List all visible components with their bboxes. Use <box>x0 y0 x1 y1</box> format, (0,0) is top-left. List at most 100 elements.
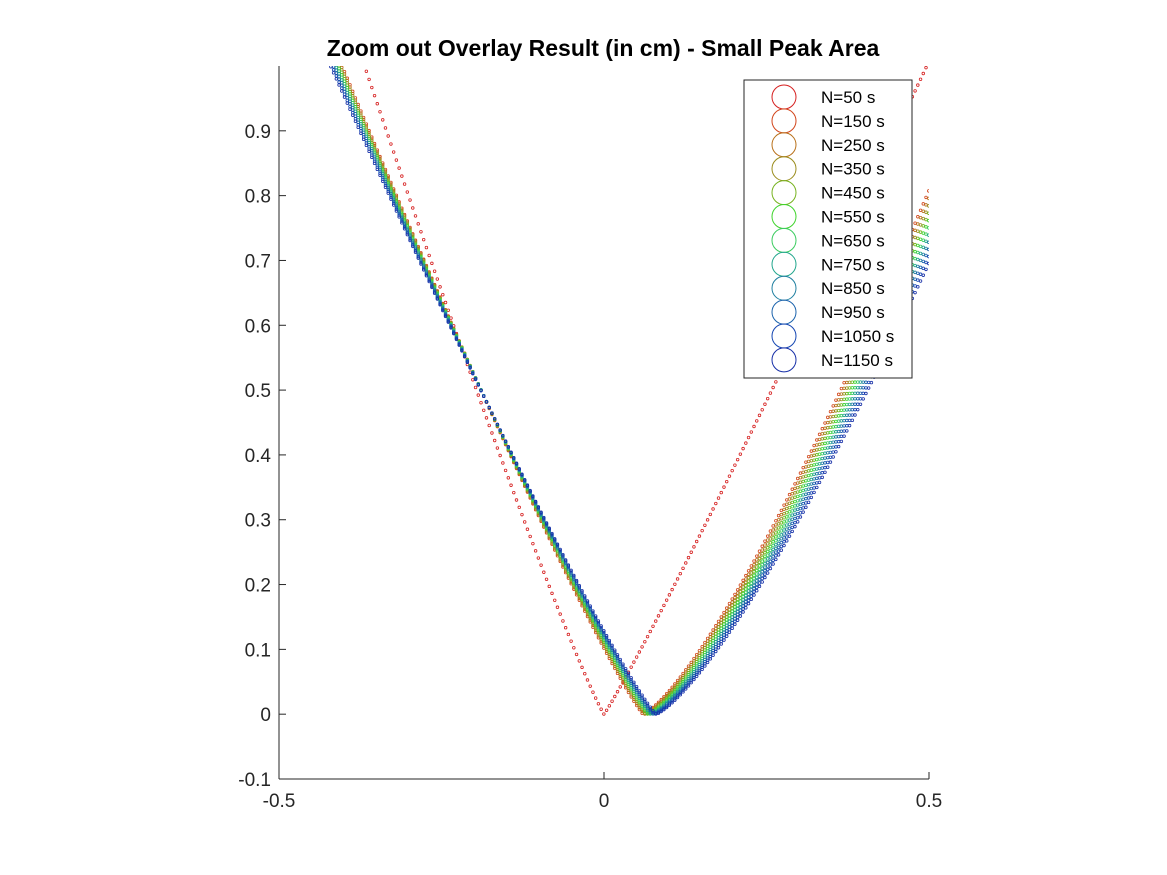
data-point <box>334 77 339 81</box>
data-point <box>779 512 784 517</box>
data-point <box>711 507 715 511</box>
data-point <box>544 577 549 582</box>
data-point <box>776 526 781 530</box>
data-point <box>607 704 612 708</box>
plot-area <box>329 66 929 716</box>
data-point <box>563 558 568 562</box>
data-point <box>757 567 762 572</box>
data-point <box>364 143 369 148</box>
data-point <box>400 219 404 223</box>
data-point <box>372 161 377 166</box>
data-point <box>449 326 453 330</box>
data-point <box>514 461 519 465</box>
data-point <box>539 563 543 567</box>
data-point <box>785 502 789 506</box>
data-point <box>757 574 762 578</box>
data-point <box>610 643 614 648</box>
data-point <box>921 273 925 277</box>
data-point <box>637 650 642 654</box>
data-point <box>391 150 396 154</box>
data-point <box>823 470 827 474</box>
data-point <box>927 204 929 208</box>
data-point <box>383 183 388 187</box>
data-point <box>525 527 530 531</box>
data-point <box>714 649 718 654</box>
data-point <box>776 513 781 518</box>
data-point <box>763 547 767 551</box>
data-point <box>435 277 440 281</box>
data-point <box>768 563 773 567</box>
data-point <box>697 534 702 538</box>
data-point <box>733 622 737 627</box>
data-point <box>738 602 743 606</box>
data-point <box>386 187 390 192</box>
data-point <box>602 629 606 633</box>
legend-label: N=650 s <box>821 231 885 250</box>
data-point <box>765 571 770 575</box>
data-point <box>506 444 511 449</box>
data-point <box>632 660 636 664</box>
y-tick-label: 0.6 <box>245 316 271 337</box>
data-point <box>588 605 592 610</box>
data-point <box>927 226 929 230</box>
data-point <box>664 705 669 710</box>
data-point <box>667 703 672 707</box>
data-point <box>752 424 756 429</box>
data-point <box>375 102 379 106</box>
data-point <box>547 584 551 589</box>
data-point <box>801 510 805 514</box>
data-point <box>746 595 751 600</box>
data-point <box>763 550 767 555</box>
data-point <box>768 556 773 560</box>
data-point <box>735 591 740 595</box>
data-point <box>918 251 923 256</box>
data-point <box>424 272 429 277</box>
data-point <box>763 543 767 547</box>
data-point <box>452 331 456 336</box>
data-point <box>353 119 358 123</box>
data-point <box>615 653 620 657</box>
data-point <box>662 707 666 712</box>
data-point <box>542 515 546 520</box>
y-tick-label: -0.1 <box>238 770 271 791</box>
data-point <box>498 453 502 458</box>
data-point <box>782 503 786 507</box>
data-point <box>471 372 475 376</box>
data-point <box>498 428 502 432</box>
data-point <box>776 530 781 534</box>
data-point <box>918 258 923 263</box>
data-point <box>741 604 745 608</box>
data-point <box>383 181 388 185</box>
data-point <box>618 657 622 662</box>
data-point <box>735 618 740 622</box>
data-point <box>733 599 737 603</box>
data-point <box>918 244 923 249</box>
data-point <box>400 174 404 178</box>
data-point <box>749 430 753 434</box>
data-point <box>744 441 748 445</box>
data-point <box>531 494 535 498</box>
data-point <box>752 570 756 574</box>
data-point <box>916 271 920 275</box>
data-point <box>722 485 726 489</box>
data-point <box>785 498 789 502</box>
data-point <box>689 679 693 683</box>
data-point <box>913 290 917 295</box>
data-point <box>730 600 734 604</box>
data-point <box>348 107 352 111</box>
data-point <box>634 686 639 691</box>
data-point <box>924 217 928 222</box>
data-point <box>921 216 925 221</box>
data-point <box>771 385 775 390</box>
data-point <box>694 539 699 544</box>
data-point <box>446 320 450 324</box>
data-point <box>746 579 751 583</box>
data-point <box>755 554 759 558</box>
data-point <box>613 666 617 671</box>
data-point <box>765 553 770 557</box>
data-point <box>782 520 786 524</box>
data-point <box>577 584 581 588</box>
data-point <box>749 578 753 582</box>
data-point <box>738 583 743 587</box>
data-point <box>599 624 603 628</box>
